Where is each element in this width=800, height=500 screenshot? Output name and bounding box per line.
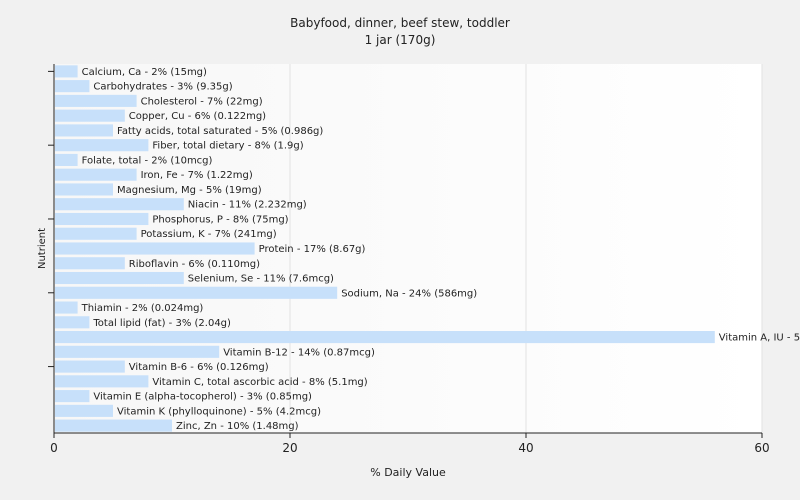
bar bbox=[55, 65, 78, 78]
data-label: Fatty acids, total saturated - 5% (0.986… bbox=[117, 126, 323, 137]
data-label: Iron, Fe - 7% (1.22mg) bbox=[141, 170, 253, 181]
data-label: Vitamin B-6 - 6% (0.126mg) bbox=[129, 362, 269, 373]
bar bbox=[55, 360, 125, 373]
bar bbox=[55, 345, 220, 358]
bar bbox=[55, 257, 125, 270]
data-label: Vitamin B-12 - 14% (0.87mcg) bbox=[223, 347, 375, 358]
bar bbox=[55, 124, 113, 137]
bar bbox=[55, 286, 338, 299]
data-label: Riboflavin - 6% (0.110mg) bbox=[129, 259, 260, 270]
data-label: Total lipid (fat) - 3% (2.04g) bbox=[92, 318, 231, 329]
bar bbox=[55, 139, 149, 152]
data-label: Potassium, K - 7% (241mg) bbox=[141, 229, 277, 240]
data-label: Vitamin E (alpha-tocopherol) - 3% (0.85m… bbox=[93, 392, 312, 403]
x-tick-label: 20 bbox=[282, 441, 297, 455]
bar bbox=[55, 212, 149, 226]
x-axis-label: % Daily Value bbox=[370, 466, 446, 479]
data-label: Protein - 17% (8.67g) bbox=[259, 244, 366, 255]
data-label: Sodium, Na - 24% (586mg) bbox=[341, 288, 477, 299]
data-label: Cholesterol - 7% (22mg) bbox=[141, 96, 263, 107]
y-axis-label: Nutrient bbox=[37, 228, 48, 269]
data-label: Magnesium, Mg - 5% (19mg) bbox=[117, 185, 262, 196]
bar bbox=[55, 375, 149, 388]
data-label: Folate, total - 2% (10mcg) bbox=[82, 155, 213, 166]
x-tick-label: 0 bbox=[50, 441, 58, 455]
data-label: Vitamin A, IU - 56% (2803IU) bbox=[719, 333, 800, 344]
x-tick-label: 40 bbox=[518, 441, 533, 455]
bar bbox=[55, 168, 137, 181]
data-label: Zinc, Zn - 10% (1.48mg) bbox=[176, 421, 299, 432]
bar bbox=[55, 271, 184, 285]
data-label: Selenium, Se - 11% (7.6mcg) bbox=[188, 274, 334, 285]
data-label: Thiamin - 2% (0.024mg) bbox=[81, 303, 204, 314]
data-label: Vitamin C, total ascorbic acid - 8% (5.1… bbox=[152, 377, 367, 388]
bar bbox=[55, 390, 90, 403]
chart-subtitle: 1 jar (170g) bbox=[364, 33, 436, 47]
data-label: Phosphorus, P - 8% (75mg) bbox=[152, 214, 288, 225]
data-label: Copper, Cu - 6% (0.122mg) bbox=[129, 111, 266, 122]
data-label: Fiber, total dietary - 8% (1.9g) bbox=[152, 141, 303, 152]
chart-title: Babyfood, dinner, beef stew, toddler bbox=[290, 16, 510, 30]
data-label: Vitamin K (phylloquinone) - 5% (4.2mcg) bbox=[117, 406, 321, 417]
bar bbox=[55, 109, 125, 122]
bar bbox=[55, 198, 184, 211]
bar bbox=[55, 94, 137, 107]
x-tick-label: 60 bbox=[754, 441, 769, 455]
bar bbox=[55, 227, 137, 240]
bar bbox=[55, 316, 90, 329]
bar bbox=[55, 183, 113, 196]
bar bbox=[55, 419, 172, 432]
bar bbox=[55, 242, 255, 255]
data-label: Niacin - 11% (2.232mg) bbox=[188, 200, 307, 211]
data-label: Carbohydrates - 3% (9.35g) bbox=[93, 82, 232, 93]
bar bbox=[55, 404, 113, 417]
bar bbox=[55, 80, 90, 93]
data-label: Calcium, Ca - 2% (15mg) bbox=[82, 67, 207, 78]
bar bbox=[55, 331, 715, 344]
bar bbox=[55, 153, 78, 166]
bar bbox=[55, 301, 78, 314]
